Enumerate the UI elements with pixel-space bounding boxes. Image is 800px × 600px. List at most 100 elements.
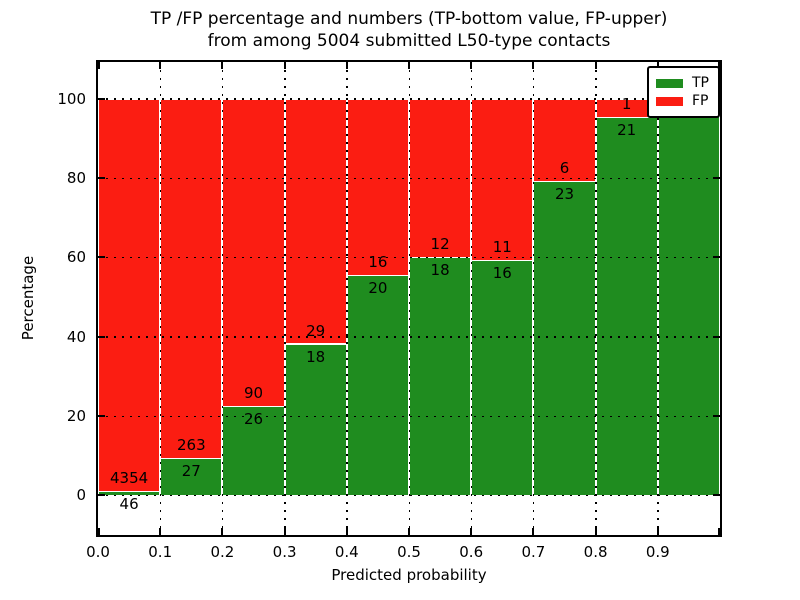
v-gridline (532, 62, 535, 535)
v-gridline (470, 62, 473, 535)
y-tick-label: 40 (66, 327, 86, 346)
y-tick-mark (98, 494, 105, 497)
bar-label-fp: 4354 (110, 469, 149, 488)
y-tick-mark (98, 335, 105, 338)
v-gridline (346, 62, 348, 535)
x-tick-mark (159, 528, 162, 535)
x-tick-mark (656, 528, 659, 535)
x-tick-mark (470, 62, 473, 69)
x-tick-mark (283, 62, 286, 69)
bar-segment-tp (595, 116, 658, 496)
chart-title-line2: from among 5004 submitted L50-type conta… (207, 31, 611, 51)
x-tick-label: 0.3 (272, 543, 297, 561)
y-tick-mark (713, 256, 720, 259)
x-tick-mark (98, 528, 100, 535)
v-gridline (595, 62, 597, 535)
bar-segment-tp (409, 257, 472, 496)
bar-segment-tp (346, 275, 409, 496)
x-tick-mark (532, 528, 535, 535)
y-tick-mark (98, 177, 105, 180)
bar-segment-fp (346, 98, 409, 276)
v-gridline (657, 62, 659, 535)
y-tick-label: 60 (66, 248, 86, 267)
bar-label-tp: 23 (554, 184, 575, 203)
x-axis-label: Predicted probability (331, 566, 487, 584)
x-tick-mark (345, 62, 348, 69)
bar-label-tp: 46 (119, 495, 139, 514)
bar-segment-fp (222, 98, 285, 407)
bar-label-fp: 90 (243, 384, 264, 403)
bar-label-tp: 18 (306, 347, 326, 366)
x-tick-mark (718, 528, 720, 535)
y-tick-mark (713, 177, 720, 180)
bar-label-tp: 27 (181, 462, 201, 481)
y-tick-label: 0 (76, 486, 86, 505)
y-tick-label: 100 (57, 89, 86, 108)
y-tick-mark (713, 335, 720, 338)
x-tick-label: 0.9 (645, 543, 670, 561)
x-tick-label: 0.2 (210, 543, 235, 561)
bar-segment-fp (471, 98, 534, 261)
y-tick-mark (98, 97, 105, 100)
y-tick-mark (713, 494, 720, 497)
x-tick-label: 0.7 (521, 543, 546, 561)
chart-title: TP /FP percentage and numbers (TP-bottom… (96, 8, 722, 52)
bar-segment-fp (160, 98, 223, 459)
bar-label-tp: 16 (492, 264, 512, 283)
bar-segment-tp (533, 180, 596, 496)
bar-segment-tp (222, 406, 285, 496)
x-tick-mark (470, 528, 473, 535)
legend-label-tp: TP (692, 75, 709, 91)
y-tick-mark (713, 415, 720, 418)
legend-entry-fp: FP (656, 93, 709, 109)
x-tick-label: 0.4 (334, 543, 359, 561)
bar-label-fp: 16 (368, 253, 388, 272)
bar-label-fp: 12 (430, 235, 450, 254)
x-tick-mark (656, 62, 659, 69)
x-tick-mark (221, 528, 224, 535)
plot-area: TP FP 4354 46 263 27 90 26 29 18 16 20 12 18 11 16 6 23… (96, 60, 722, 537)
bar-segment-tp (657, 98, 720, 496)
x-tick-mark (594, 528, 597, 535)
y-tick-label: 80 (66, 169, 86, 188)
v-gridline (159, 62, 162, 535)
bar-segment-tp (284, 343, 347, 496)
legend-label-fp: FP (692, 93, 709, 109)
bar-segment-fp (284, 98, 347, 344)
bar-label-tp: 26 (243, 410, 264, 429)
bar-label-fp: 11 (492, 238, 512, 257)
x-tick-mark (718, 62, 720, 69)
x-tick-mark (594, 62, 597, 69)
y-tick-mark (98, 256, 105, 259)
x-tick-label: 0.6 (459, 543, 484, 561)
legend-swatch-tp (656, 78, 683, 88)
bar-label-fp: 263 (176, 436, 206, 455)
v-gridline (408, 62, 410, 535)
x-tick-label: 0.8 (583, 543, 608, 561)
x-tick-label: 0.5 (397, 543, 421, 561)
bar-label-tp: 20 (368, 279, 388, 298)
v-gridline (221, 62, 224, 535)
legend-swatch-fp (656, 96, 683, 106)
bar-segment-fp (98, 98, 161, 492)
x-tick-mark (408, 528, 410, 535)
x-tick-label: 0.0 (86, 543, 110, 561)
y-tick-label: 20 (66, 407, 86, 426)
bar-label-tp: 21 (617, 120, 637, 139)
x-tick-label: 0.1 (148, 543, 173, 561)
x-tick-mark (283, 528, 286, 535)
bar-label-fp: 1 (621, 94, 632, 113)
y-tick-mark (98, 415, 105, 418)
x-tick-mark (345, 528, 348, 535)
x-tick-mark (408, 62, 410, 69)
y-axis-label: Percentage (19, 255, 37, 341)
x-tick-mark (98, 62, 100, 69)
x-tick-mark (532, 62, 535, 69)
bar-label-fp: 29 (306, 321, 326, 340)
v-gridline (284, 62, 286, 535)
x-tick-mark (159, 62, 162, 69)
legend-entry-tp: TP (656, 75, 709, 91)
legend: TP FP (647, 66, 720, 118)
x-tick-mark (221, 62, 224, 69)
